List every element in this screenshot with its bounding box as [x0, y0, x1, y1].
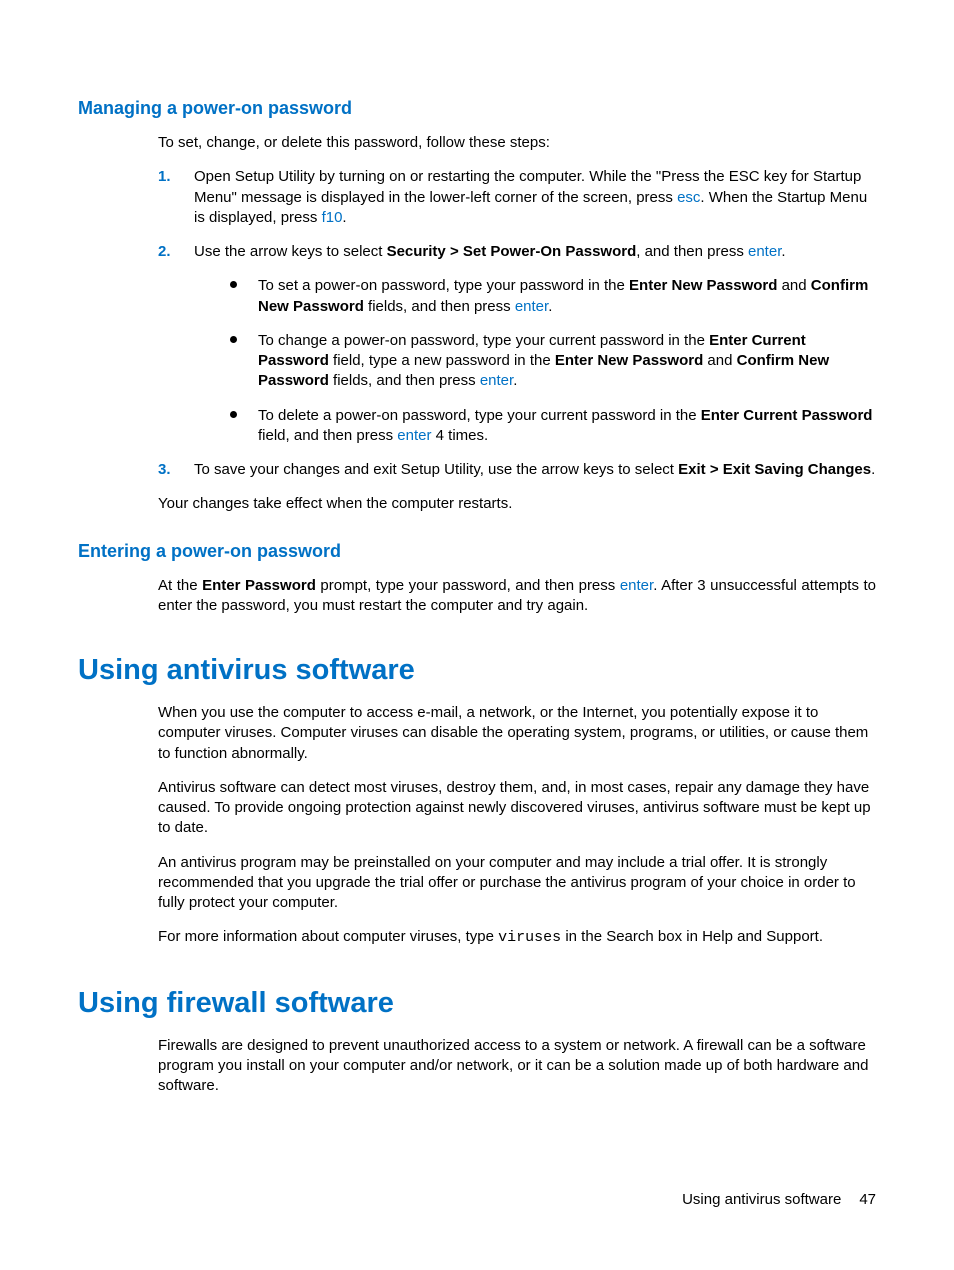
document-page: Managing a power-on password To set, cha… — [0, 0, 954, 1096]
page-number: 47 — [859, 1191, 876, 1208]
bullet-text: To change a power-on password, type your… — [258, 332, 709, 349]
key-enter: enter — [620, 577, 653, 594]
paragraph: Firewalls are designed to prevent unauth… — [158, 1036, 876, 1097]
heading-antivirus: Using antivirus software — [78, 654, 876, 687]
paragraph: When you use the computer to access e-ma… — [158, 703, 876, 764]
key-enter: enter — [748, 243, 781, 260]
bullet-item: To delete a power-on password, type your… — [230, 406, 876, 447]
bullet-text: 4 times. — [431, 427, 488, 444]
paragraph: An antivirus program may be preinstalled… — [158, 853, 876, 914]
bullet-text: and — [777, 277, 810, 294]
list-number: 2. — [158, 242, 171, 262]
bullet-text: and — [703, 352, 736, 369]
bullet-text: field, type a new password in the — [329, 352, 555, 369]
text: prompt, type your password, and then pre… — [316, 577, 620, 594]
bullet-text: To delete a power-on password, type your… — [258, 407, 701, 424]
text: For more information about computer viru… — [158, 928, 498, 945]
key-enter: enter — [480, 372, 513, 389]
bullet-text: fields, and then press — [364, 298, 515, 315]
bold-text: Security > Set Power-On Password — [387, 243, 637, 260]
step-text: Use the arrow keys to select — [194, 243, 387, 260]
step-text: . — [871, 461, 875, 478]
text: in the Search box in Help and Support. — [561, 928, 823, 945]
bold-text: Enter Current Password — [701, 407, 873, 424]
bullet-icon — [230, 411, 237, 418]
heading-firewall: Using firewall software — [78, 987, 876, 1020]
bullet-item: To set a power-on password, type your pa… — [230, 276, 876, 317]
step-text: , and then press — [636, 243, 748, 260]
list-number: 3. — [158, 460, 171, 480]
code-text: viruses — [498, 929, 561, 946]
bullet-text: fields, and then press — [329, 372, 480, 389]
footer-section-label: Using antivirus software — [682, 1191, 841, 1208]
key-enter: enter — [515, 298, 548, 315]
bullet-icon — [230, 336, 237, 343]
step-text: To save your changes and exit Setup Util… — [194, 461, 678, 478]
key-esc: esc — [677, 189, 700, 206]
bold-text: Enter New Password — [555, 352, 703, 369]
bullet-item: To change a power-on password, type your… — [230, 331, 876, 392]
page-footer: Using antivirus software 47 — [682, 1191, 876, 1208]
outro-text: Your changes take effect when the comput… — [158, 494, 876, 514]
paragraph: At the Enter Password prompt, type your … — [158, 576, 876, 617]
bullet-text: . — [548, 298, 552, 315]
intro-text: To set, change, or delete this password,… — [158, 133, 876, 153]
bold-text: Enter Password — [202, 577, 316, 594]
paragraph: For more information about computer viru… — [158, 927, 876, 948]
ordered-list: 1. Open Setup Utility by turning on or r… — [158, 167, 876, 480]
bullet-icon — [230, 281, 237, 288]
text: At the — [158, 577, 202, 594]
bullet-text: field, and then press — [258, 427, 397, 444]
bullet-text: . — [513, 372, 517, 389]
step-text: . — [781, 243, 785, 260]
step-text: . — [342, 209, 346, 226]
list-number: 1. — [158, 167, 171, 187]
paragraph: Antivirus software can detect most virus… — [158, 778, 876, 839]
bold-text: Enter New Password — [629, 277, 777, 294]
unordered-list: To set a power-on password, type your pa… — [230, 276, 876, 446]
key-enter: enter — [397, 427, 431, 444]
list-item: 2. Use the arrow keys to select Security… — [158, 242, 876, 446]
list-item: 1. Open Setup Utility by turning on or r… — [158, 167, 876, 228]
bold-text: Exit > Exit Saving Changes — [678, 461, 871, 478]
key-f10: f10 — [322, 209, 343, 226]
subheading-managing-password: Managing a power-on password — [78, 98, 876, 119]
bullet-text: To set a power-on password, type your pa… — [258, 277, 629, 294]
subheading-entering-password: Entering a power-on password — [78, 541, 876, 562]
list-item: 3. To save your changes and exit Setup U… — [158, 460, 876, 480]
